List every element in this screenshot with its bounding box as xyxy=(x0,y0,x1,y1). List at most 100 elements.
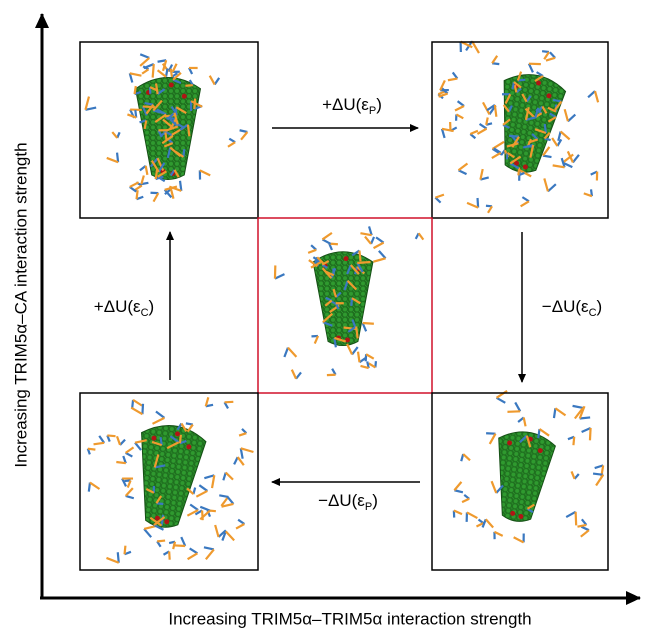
pentamer xyxy=(343,256,349,262)
capsid xyxy=(498,431,556,522)
trim-molecule xyxy=(221,530,227,541)
trim-molecule xyxy=(526,503,535,510)
trim-molecule xyxy=(469,129,479,136)
trim-molecule xyxy=(163,129,174,137)
trim-molecule xyxy=(362,321,374,325)
trim-molecule xyxy=(565,510,577,519)
trim-molecule xyxy=(227,141,236,148)
trim-molecule xyxy=(153,516,166,526)
trim-molecule xyxy=(495,389,508,399)
trim-molecule xyxy=(169,118,179,128)
panel xyxy=(79,41,259,219)
trim-molecule xyxy=(521,93,528,103)
trim-molecule xyxy=(274,273,285,280)
trim-molecule xyxy=(514,401,522,412)
trim-molecule xyxy=(563,108,569,122)
trim-molecule xyxy=(525,435,532,448)
trim-molecule xyxy=(547,116,557,123)
trim-molecule xyxy=(346,264,352,275)
trim-molecule xyxy=(157,59,167,63)
trim-molecule xyxy=(151,440,163,447)
trim-molecule xyxy=(343,280,349,291)
panels xyxy=(79,40,609,571)
trim-molecule xyxy=(157,539,166,543)
trim-molecule xyxy=(513,536,525,544)
trim-molecule xyxy=(180,422,188,433)
trim-molecule xyxy=(222,472,227,481)
trim-molecule xyxy=(141,106,148,116)
trim-molecule xyxy=(559,130,571,141)
trim-molecule xyxy=(154,113,167,123)
trim-molecule xyxy=(134,439,147,444)
trim-molecule xyxy=(375,236,385,244)
trim-molecule xyxy=(495,396,506,404)
trim-molecule xyxy=(351,297,361,305)
pentamer xyxy=(151,435,157,441)
trim-molecule xyxy=(373,257,386,263)
trim-molecule xyxy=(507,410,521,413)
pentamer xyxy=(174,431,180,437)
trim-molecule xyxy=(85,106,97,111)
trim-molecule xyxy=(358,250,362,262)
trim-molecule xyxy=(208,75,216,86)
trim-molecule xyxy=(157,162,166,173)
trim-molecule xyxy=(519,434,528,444)
trim-molecule xyxy=(583,192,593,198)
trim-molecule xyxy=(87,482,92,492)
trim-molecule xyxy=(238,432,247,437)
trim-molecule xyxy=(161,59,168,72)
trim-molecule xyxy=(502,118,511,126)
trim-molecule xyxy=(524,106,530,121)
trim-molecule xyxy=(169,68,174,78)
trim-molecule xyxy=(152,416,165,425)
trim-molecule xyxy=(357,260,371,265)
trim-molecule xyxy=(542,154,552,159)
trim-molecule xyxy=(490,480,498,494)
x-axis-label: Increasing TRIM5α–TRIM5α interaction str… xyxy=(168,609,531,628)
trim-molecule xyxy=(466,511,478,520)
trim-molecule xyxy=(476,127,488,135)
trim-molecule xyxy=(169,188,175,199)
trim-molecule xyxy=(129,181,140,188)
trim-molecule xyxy=(166,147,172,159)
trim-molecule xyxy=(93,441,105,446)
trim-molecule xyxy=(145,488,155,494)
trim-molecule xyxy=(163,189,173,199)
trim-molecule xyxy=(106,556,120,564)
trim-molecule xyxy=(154,83,159,95)
trim-molecule xyxy=(372,241,385,250)
trim-molecule xyxy=(504,93,512,105)
trim-molecule xyxy=(115,152,120,163)
trim-molecule xyxy=(204,396,210,407)
trim-molecule xyxy=(351,346,359,356)
trim-molecule xyxy=(187,552,198,561)
trim-molecule xyxy=(179,123,189,131)
trim-molecule xyxy=(458,169,468,176)
trim-molecule xyxy=(200,510,204,521)
panel-border xyxy=(431,41,609,219)
trim-molecule xyxy=(123,545,127,555)
trim-molecule xyxy=(580,525,590,532)
pentamer xyxy=(164,519,170,525)
trim-molecule xyxy=(163,142,174,148)
trim-molecule xyxy=(169,146,182,157)
trim-molecule xyxy=(155,495,163,504)
trim-molecule xyxy=(475,522,484,528)
trim-molecule xyxy=(203,546,215,551)
trim-molecule xyxy=(457,162,469,172)
pentamer xyxy=(546,93,552,99)
y-axis-label: Increasing TRIM5α–CA interaction strengt… xyxy=(11,142,30,467)
trim-molecule xyxy=(534,128,547,135)
trim-molecule xyxy=(360,232,372,237)
trim-molecule xyxy=(322,312,334,323)
trim-molecule xyxy=(522,143,534,149)
trim-molecule xyxy=(219,494,229,498)
trim-molecule xyxy=(226,495,235,505)
trim-molecule xyxy=(176,422,183,431)
trim-molecule xyxy=(214,524,220,538)
trim-molecule xyxy=(329,242,338,246)
trim-molecule xyxy=(205,548,215,561)
trim-molecule xyxy=(466,201,479,209)
trim-molecule xyxy=(199,505,211,512)
trim-molecule xyxy=(543,131,551,140)
